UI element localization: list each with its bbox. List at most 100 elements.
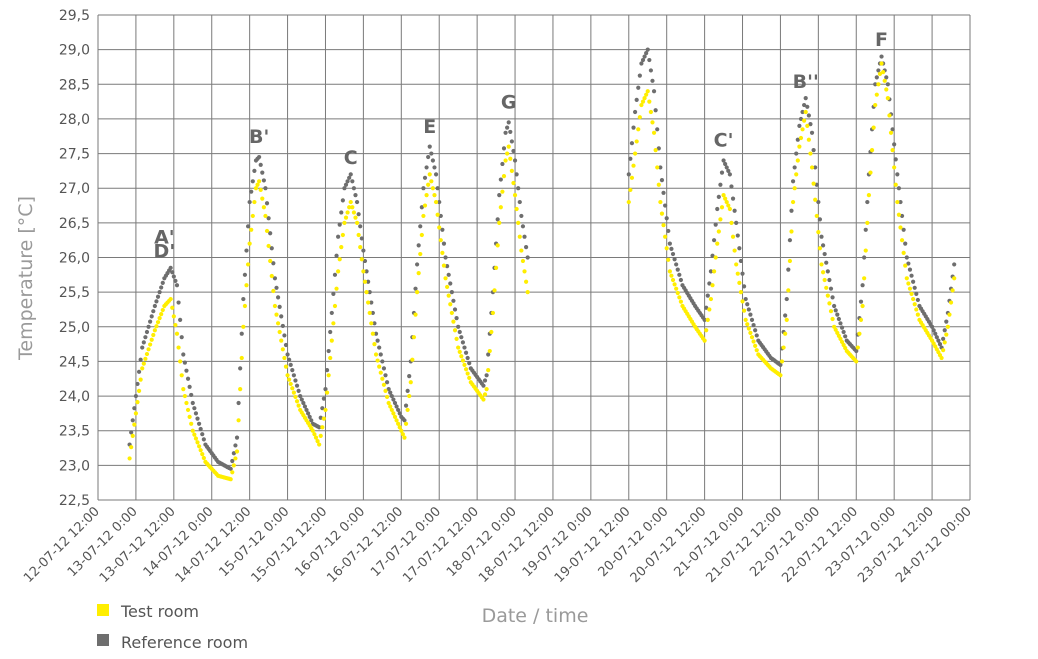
data-point bbox=[435, 186, 440, 191]
data-point bbox=[666, 257, 671, 262]
data-point bbox=[353, 193, 358, 198]
data-point bbox=[672, 282, 677, 287]
data-point bbox=[452, 307, 458, 312]
data-point bbox=[802, 118, 807, 123]
data-point bbox=[637, 115, 642, 120]
data-point bbox=[249, 189, 254, 194]
data-point bbox=[358, 245, 363, 250]
data-point bbox=[463, 350, 469, 355]
data-point bbox=[803, 109, 808, 115]
data-point bbox=[718, 182, 723, 187]
data-point bbox=[467, 361, 472, 366]
data-point bbox=[666, 228, 671, 234]
data-point bbox=[141, 361, 146, 366]
data-point bbox=[749, 335, 755, 340]
data-point bbox=[659, 178, 665, 183]
peak-label: C' bbox=[714, 130, 734, 152]
data-point bbox=[896, 212, 902, 217]
data-point bbox=[362, 258, 368, 264]
data-point bbox=[729, 220, 734, 225]
data-point bbox=[716, 229, 721, 234]
data-point bbox=[328, 329, 333, 335]
data-point bbox=[873, 102, 878, 108]
data-point bbox=[437, 225, 442, 230]
data-point bbox=[157, 316, 162, 321]
data-point bbox=[231, 463, 236, 468]
data-point bbox=[452, 328, 458, 333]
data-point bbox=[456, 324, 461, 329]
data-point bbox=[388, 390, 393, 395]
data-point bbox=[334, 253, 339, 258]
data-point bbox=[871, 125, 876, 130]
grid bbox=[97, 14, 971, 501]
data-point bbox=[405, 388, 410, 393]
data-point bbox=[407, 374, 412, 379]
data-point bbox=[941, 336, 946, 342]
data-point bbox=[901, 227, 906, 232]
data-point bbox=[459, 335, 464, 340]
data-point bbox=[794, 151, 799, 156]
data-point bbox=[735, 233, 740, 238]
data-point bbox=[873, 82, 878, 87]
data-point bbox=[361, 248, 366, 253]
data-point bbox=[402, 435, 407, 440]
data-point bbox=[704, 328, 709, 333]
data-point bbox=[707, 281, 712, 286]
data-point bbox=[797, 144, 802, 149]
data-point bbox=[294, 399, 300, 404]
data-point bbox=[753, 343, 758, 348]
data-point bbox=[394, 418, 399, 423]
data-point bbox=[190, 428, 195, 433]
data-point bbox=[465, 371, 470, 376]
data-point bbox=[187, 414, 192, 419]
data-point bbox=[415, 290, 420, 295]
data-point bbox=[170, 305, 175, 310]
data-point bbox=[261, 178, 266, 183]
legend-swatch-test-room bbox=[97, 604, 109, 616]
data-point bbox=[865, 220, 870, 225]
data-point bbox=[787, 258, 793, 264]
data-point bbox=[151, 332, 156, 338]
data-point bbox=[669, 246, 674, 251]
data-point bbox=[353, 215, 358, 220]
data-point bbox=[809, 165, 815, 170]
data-point bbox=[247, 241, 252, 246]
data-point bbox=[819, 262, 824, 267]
data-point bbox=[329, 310, 334, 316]
data-point bbox=[317, 425, 322, 430]
data-point bbox=[258, 187, 263, 193]
data-point bbox=[664, 246, 669, 251]
data-point bbox=[640, 57, 646, 63]
data-point bbox=[318, 415, 323, 420]
data-point bbox=[321, 396, 326, 401]
data-point bbox=[800, 109, 805, 115]
data-point bbox=[648, 68, 654, 73]
data-point bbox=[626, 172, 631, 177]
data-point bbox=[293, 378, 298, 383]
data-point bbox=[669, 273, 674, 278]
data-point bbox=[397, 425, 402, 430]
data-point bbox=[239, 331, 244, 336]
data-point bbox=[854, 348, 859, 354]
data-point bbox=[792, 186, 797, 191]
data-point bbox=[370, 310, 375, 316]
data-point bbox=[182, 393, 187, 399]
peak-annotations: A'D' B' C E G C' B'' F bbox=[154, 29, 888, 262]
data-point bbox=[888, 130, 894, 135]
data-point bbox=[901, 250, 906, 255]
data-point bbox=[828, 286, 834, 291]
y-tick-label: 28,0 bbox=[59, 112, 90, 128]
data-point bbox=[865, 199, 870, 205]
data-point bbox=[334, 286, 339, 291]
data-point bbox=[860, 303, 865, 309]
data-point bbox=[345, 179, 350, 184]
data-point bbox=[511, 148, 516, 154]
data-point bbox=[493, 265, 499, 270]
data-point bbox=[443, 255, 448, 260]
data-point bbox=[497, 193, 502, 198]
data-point bbox=[798, 116, 804, 122]
data-point bbox=[410, 357, 415, 362]
data-point bbox=[805, 123, 810, 128]
data-point bbox=[234, 435, 240, 440]
